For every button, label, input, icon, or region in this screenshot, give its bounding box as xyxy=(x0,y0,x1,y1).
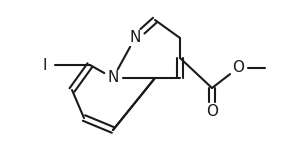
Text: I: I xyxy=(43,57,47,73)
Text: O: O xyxy=(206,105,218,120)
Text: N: N xyxy=(129,31,141,45)
Text: O: O xyxy=(232,60,244,76)
Text: N: N xyxy=(107,71,119,85)
